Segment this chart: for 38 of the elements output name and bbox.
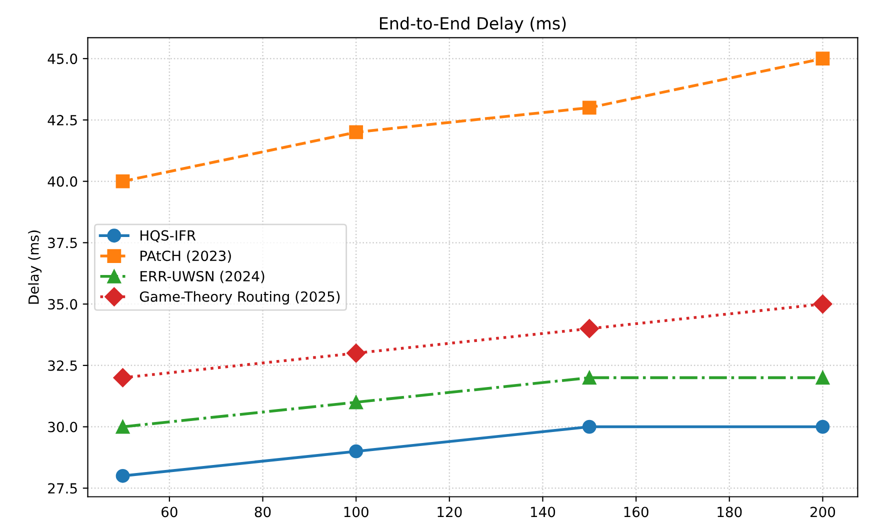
chart-title: End-to-End Delay (ms): [380, 16, 566, 33]
legend-label: ERR-UWSN (2024): [140, 270, 264, 284]
legend-label: PAtCH (2023): [140, 250, 231, 263]
point: [113, 368, 132, 388]
y-tick-label: 32.5: [48, 360, 77, 371]
x-tick-label: 180: [718, 506, 742, 518]
point: [346, 344, 366, 363]
y-tick-label: 45.0: [48, 54, 78, 64]
y-tick-label: 35.0: [48, 299, 78, 310]
point: [116, 420, 130, 434]
x-tick-label: 160: [624, 506, 648, 518]
x-tick-label: 80: [254, 506, 271, 518]
point: [116, 174, 130, 188]
point: [349, 444, 364, 458]
point: [582, 100, 596, 115]
y-axis-title: Delay (ms): [28, 230, 42, 304]
point: [582, 420, 596, 434]
point: [580, 319, 599, 338]
legend-label: HQS-IFR: [140, 230, 196, 242]
legend-label: Game-Theory Routing (2025): [140, 291, 340, 305]
y-tick-label: 37.5: [48, 238, 77, 248]
point: [813, 294, 832, 314]
x-tick-label: 200: [810, 506, 836, 518]
point: [349, 125, 364, 140]
point: [349, 395, 364, 410]
y-tick-label: 27.5: [48, 483, 77, 494]
point: [816, 52, 830, 66]
x-tick-label: 120: [438, 506, 462, 518]
point: [816, 420, 830, 434]
y-tick-label: 30.0: [48, 422, 78, 432]
y-tick-label: 40.0: [48, 176, 78, 187]
point: [816, 370, 830, 385]
x-tick-label: 100: [344, 506, 368, 518]
x-tick-label: 60: [162, 506, 178, 518]
point: [582, 370, 596, 385]
y-tick-label: 42.5: [48, 114, 77, 126]
point: [116, 468, 130, 483]
x-tick-label: 140: [531, 506, 556, 518]
